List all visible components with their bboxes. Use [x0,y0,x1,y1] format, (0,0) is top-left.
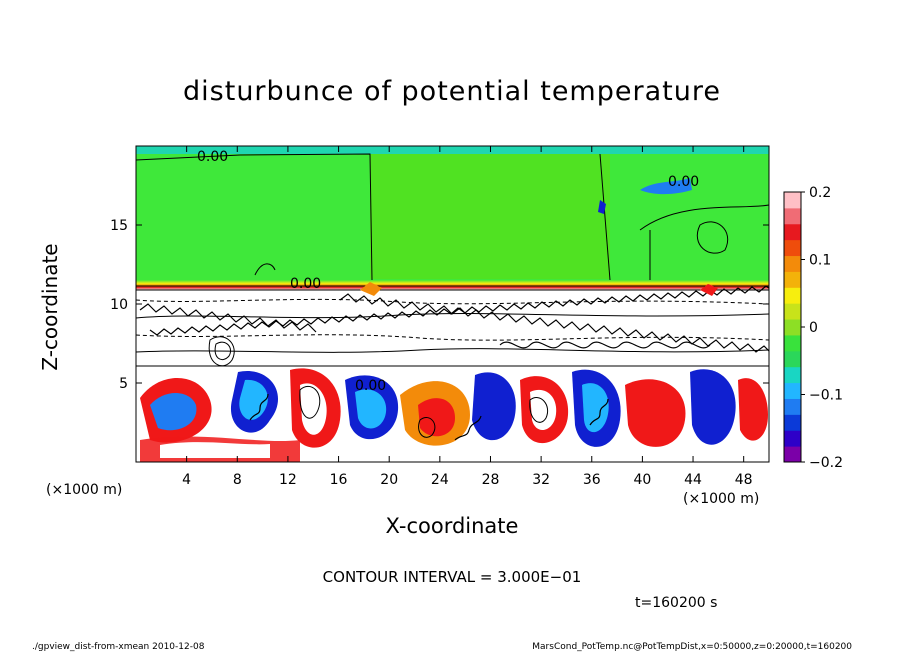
colorbar-tick-label: −0.1 [809,388,843,404]
colorbar-swatch [784,207,801,225]
colorbar-swatch [784,287,801,304]
time-stamp: t=160200 s [635,595,718,611]
top-noise-patches [360,178,718,296]
colorbar-tick-label: 0.1 [809,253,831,269]
y-tick-label: 5 [119,376,128,392]
x-tick-label: 4 [182,472,191,488]
x-axis-ticks: 4 8 12 16 20 24 28 32 36 40 44 48 [182,146,753,488]
x-tick-label: 44 [684,472,702,488]
y-tick-label: 10 [110,297,128,313]
x-tick-label: 36 [583,472,601,488]
colorbar-swatch [784,430,801,447]
x-unit-label-left: (×1000 m) [46,482,123,498]
colorbar-tick-label: 0.2 [809,185,831,201]
top-cyan-strip [136,146,769,154]
colorbar-swatch [784,334,801,352]
chart-title: disturbunce of potential temperature [183,76,721,107]
y-axis-ticks: 5 10 15 [110,218,769,392]
contour-label: 0.00 [668,174,699,190]
x-tick-label: 48 [735,472,753,488]
contour-label: 0.00 [355,378,386,394]
tropopause-band [136,280,769,290]
colorbar-swatch [784,382,801,399]
colorbar-swatch [784,398,801,415]
colorbar-swatch [784,446,801,463]
x-unit-label-right: (×1000 m) [683,491,760,507]
x-tick-label: 32 [532,472,550,488]
heatmap-field [136,146,769,462]
y-tick-label: 15 [110,218,128,234]
contour-label: 0.00 [290,276,321,292]
x-axis-label: X-coordinate [385,514,519,538]
colorbar-swatch [784,319,801,336]
x-tick-label: 20 [380,472,398,488]
colorbar-swatch [784,414,801,431]
footer-right-caption: MarsCond_PotTemp.nc@PotTempDist,x=0:5000… [532,642,852,652]
x-tick-label: 8 [233,472,242,488]
colorbar: 0.2 0.1 0 −0.1 −0.2 [783,185,843,471]
colorbar-swatch [784,366,801,384]
colorbar-swatch [784,303,801,320]
contour-label: 0.00 [197,149,228,165]
colorbar-tick-label: 0 [809,320,818,336]
x-tick-label: 24 [431,472,449,488]
contour-interval-note: CONTOUR INTERVAL = 3.000E−01 [322,568,582,586]
x-tick-label: 28 [482,472,500,488]
colorbar-swatch [784,223,801,241]
colorbar-tick-label: −0.2 [809,455,843,471]
x-tick-label: 40 [633,472,651,488]
colorbar-swatch [784,271,801,288]
y-axis-label: Z-coordinate [38,243,62,371]
colorbar-swatch [784,192,801,209]
colorbar-swatch [784,255,801,272]
x-tick-label: 12 [279,472,297,488]
colorbar-swatch [784,350,801,368]
footer-left-caption: ./gpview_dist-from-xmean 2010-12-08 [32,642,205,652]
central-light-green-region [370,154,610,279]
contour-lines [136,153,769,438]
turbulent-layer [136,290,769,365]
x-tick-label: 16 [330,472,348,488]
colorbar-swatch [784,239,801,257]
turbulence-contours [139,285,769,441]
